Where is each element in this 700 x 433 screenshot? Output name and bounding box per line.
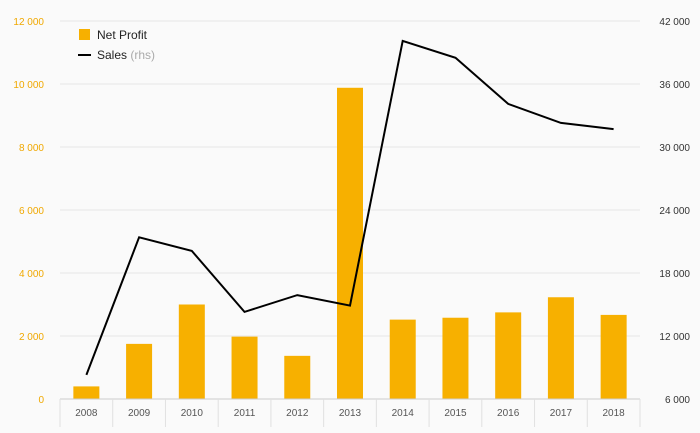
y-left-tick-label: 8 000 [19,143,44,154]
sales-line [85,39,614,376]
y-left-tick-label: 4 000 [19,269,44,280]
y-right-tick-label: 18 000 [659,269,690,280]
legend-label-sales-suffix: (rhs) [130,48,155,62]
legend-label-net-profit: Net Profit [97,28,148,42]
bar-net-profit-2010 [178,304,205,399]
x-tick-label-2008: 2008 [75,408,98,419]
y-left-tick-label: 10 000 [13,80,44,91]
bar-net-profit-2012 [284,355,311,399]
axes: 0 2 000 4 000 6 000 8 000 10 000 12 000 6 000 12… [13,17,690,427]
x-tick-label-2013: 2013 [339,408,362,419]
bar-net-profit-2011 [231,336,258,399]
sales-line-layer [85,39,614,376]
y-left-tick-label: 6 000 [19,206,44,217]
y-left-tick-label: 2 000 [19,332,44,343]
x-tick-label-2010: 2010 [181,408,204,419]
y-right-tick-label: 30 000 [659,143,690,154]
x-tick-label-2016: 2016 [497,408,520,419]
y-left-tick-label: 12 000 [13,17,44,28]
x-tick-label-2009: 2009 [128,408,151,419]
y-left-tick-label: 0 [38,395,44,406]
legend-label-sales: Sales (rhs) [97,48,155,62]
legend: Net Profit Sales (rhs) [78,28,155,62]
x-tick-label-2011: 2011 [234,408,256,419]
x-tick-label-2012: 2012 [286,408,309,419]
y-right-tick-label: 42 000 [659,17,690,28]
bar-net-profit-2018 [600,314,627,399]
bar-net-profit-2016 [495,312,522,399]
x-tick-label-2015: 2015 [444,408,467,419]
net-profit-bars [73,87,627,399]
legend-label-sales-name: Sales [97,48,127,62]
x-tick-label-2014: 2014 [392,408,415,419]
bar-net-profit-2015 [442,317,469,399]
x-tick-label-2018: 2018 [603,408,626,419]
bar-net-profit-2017 [547,297,574,399]
y-right-tick-label: 36 000 [659,80,690,91]
bar-net-profit-2008 [73,386,100,399]
y-right-tick-label: 6 000 [665,395,690,406]
y-right-tick-label: 12 000 [659,332,690,343]
legend-swatch-net-profit [79,29,90,40]
x-tick-label-2017: 2017 [550,408,573,419]
bar-net-profit-2009 [126,343,153,399]
y-right-tick-label: 24 000 [659,206,690,217]
bar-net-profit-2013 [337,87,363,399]
bar-net-profit-2014 [389,319,416,399]
